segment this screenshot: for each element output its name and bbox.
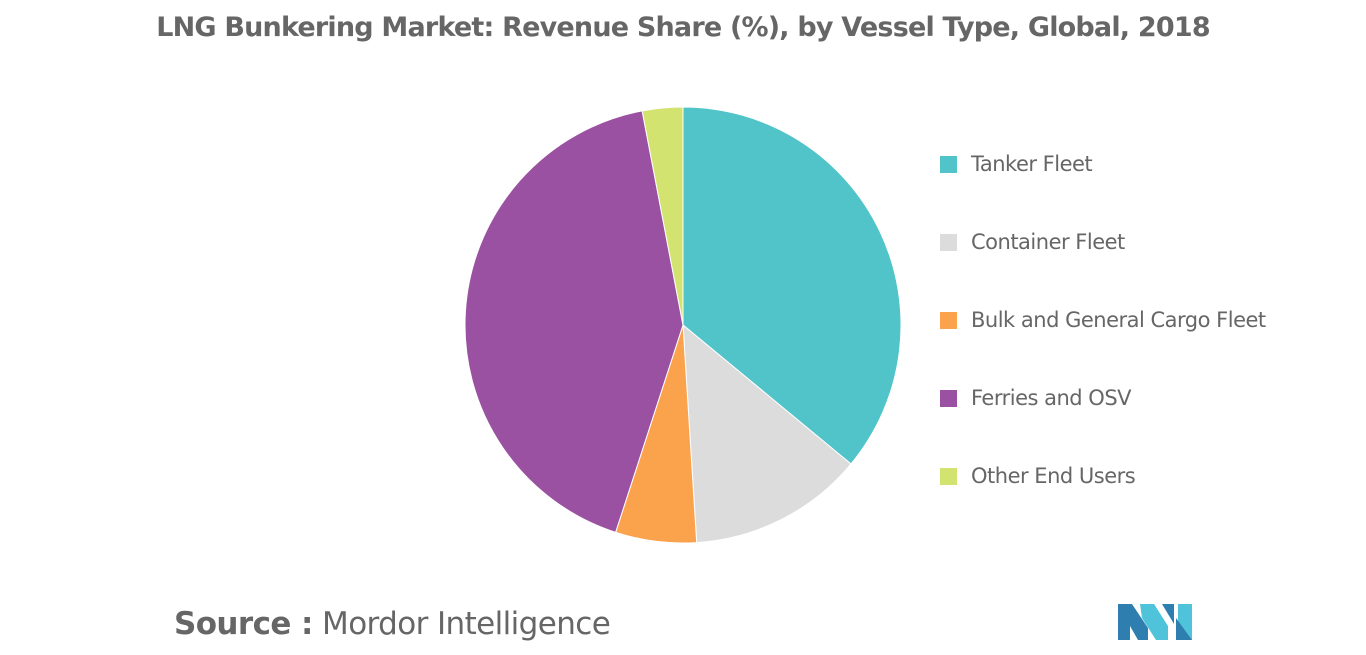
legend-swatch: [940, 311, 957, 329]
pie-slice-container-fleet: [682, 323, 852, 544]
logo-left-shape: [1118, 604, 1148, 640]
legend-label: Container Fleet: [971, 230, 1125, 254]
legend-item: Other End Users: [940, 464, 1136, 488]
logo-right-shape: [1162, 604, 1174, 624]
logo-middle-shape: [1140, 604, 1168, 640]
source-label: Source :: [174, 606, 313, 642]
source-note: Source : Mordor Intelligence: [174, 606, 611, 642]
legend-item: Bulk and General Cargo Fleet: [940, 308, 1266, 332]
chart-title: LNG Bunkering Market: Revenue Share (%),…: [156, 12, 1210, 43]
pie-slice-tanker-fleet: [682, 106, 902, 465]
source-text: Mordor Intelligence: [322, 606, 611, 642]
legend-swatch: [940, 389, 957, 407]
legend-swatch: [940, 467, 957, 485]
legend-label: Ferries and OSV: [971, 386, 1132, 410]
legend-swatch: [940, 155, 957, 173]
legend-item: Container Fleet: [940, 230, 1125, 254]
logo-right-accent: [1176, 618, 1192, 640]
legend-item: Tanker Fleet: [940, 152, 1093, 176]
pie-slice-ferries-and-osv: [464, 110, 684, 533]
legend-item: Ferries and OSV: [940, 386, 1132, 410]
mordor-intelligence-logo: [1118, 604, 1192, 640]
legend-label: Bulk and General Cargo Fleet: [971, 308, 1266, 332]
legend-label: Other End Users: [971, 464, 1136, 488]
pie-slice-other-end-users: [641, 106, 684, 326]
legend-label: Tanker Fleet: [971, 152, 1093, 176]
legend-swatch: [940, 233, 957, 251]
